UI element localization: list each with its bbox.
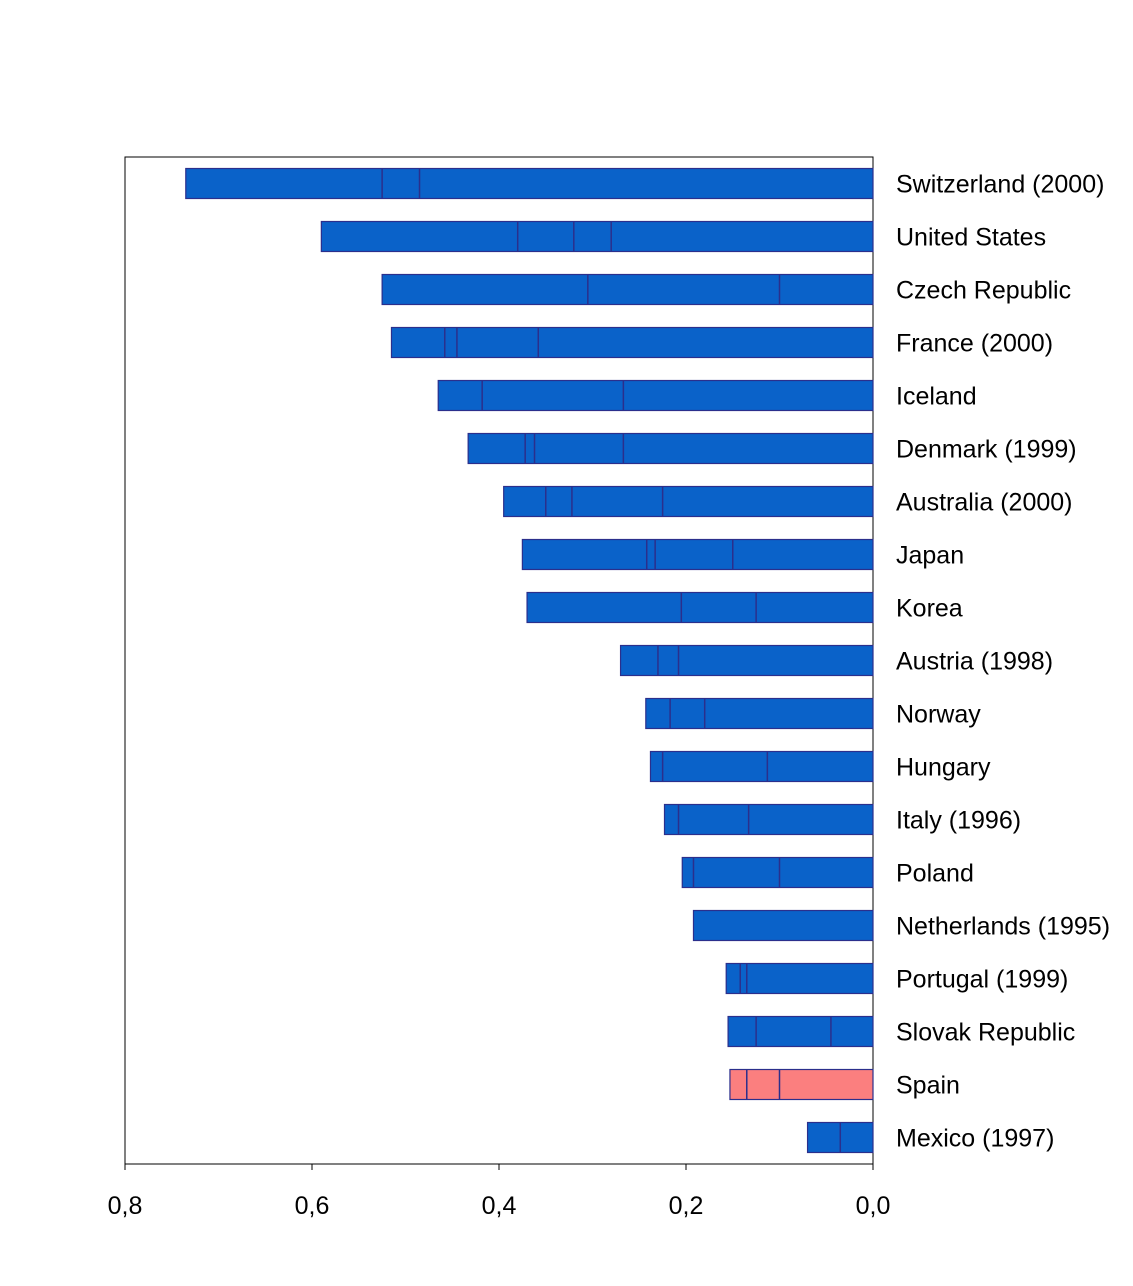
label-poland: Poland (896, 860, 974, 888)
bar-norway (645, 697, 874, 730)
bar-hungary (649, 750, 874, 783)
bar-italy-1996 (663, 803, 874, 836)
bar-czech-republic (381, 273, 874, 306)
label-spain: Spain (896, 1072, 960, 1100)
label-japan: Japan (896, 542, 964, 570)
bar-slovak-republic (727, 1015, 874, 1048)
label-slovak-republic: Slovak Republic (896, 1019, 1075, 1047)
bar-iceland (437, 379, 874, 412)
bar-korea (526, 591, 874, 624)
label-switzerland-2000: Switzerland (2000) (896, 171, 1104, 199)
label-norway: Norway (896, 701, 981, 729)
bar-australia-2000 (503, 485, 874, 518)
label-czech-republic: Czech Republic (896, 277, 1071, 305)
x-tick-label-0: 0,8 (108, 1192, 143, 1220)
bar-spain (729, 1068, 874, 1101)
x-tick-label-3: 0,2 (669, 1192, 704, 1220)
bar-switzerland-2000 (185, 167, 874, 200)
bar-united-states (320, 220, 874, 253)
label-portugal-1999: Portugal (1999) (896, 966, 1068, 994)
bar-austria-1998 (619, 644, 874, 677)
bar-netherlands-1995 (692, 909, 874, 942)
label-austria-1998: Austria (1998) (896, 648, 1053, 676)
bar-denmark-1999 (467, 432, 874, 465)
bar-poland (681, 856, 874, 889)
bar-france-2000 (390, 326, 874, 359)
x-axis: 0,8 0,6 0,4 0,2 0,0 (108, 1163, 891, 1220)
bar-portugal-1999 (725, 962, 874, 995)
label-italy-1996: Italy (1996) (896, 807, 1021, 835)
bar-japan (521, 538, 874, 571)
x-tick-label-4: 0,0 (856, 1192, 891, 1220)
country-labels: Switzerland (2000) United States Czech Rep… (896, 171, 1110, 1153)
label-iceland: Iceland (896, 383, 977, 411)
label-mexico-1997: Mexico (1997) (896, 1125, 1054, 1153)
label-hungary: Hungary (896, 754, 991, 782)
x-tick-label-1: 0,6 (295, 1192, 330, 1220)
x-tick-label-2: 0,4 (482, 1192, 517, 1220)
label-netherlands-1995: Netherlands (1995) (896, 913, 1110, 941)
bars-layer (185, 167, 874, 1154)
label-korea: Korea (896, 595, 963, 623)
label-denmark-1999: Denmark (1999) (896, 436, 1077, 464)
label-united-states: United States (896, 224, 1046, 252)
label-australia-2000: Australia (2000) (896, 489, 1072, 517)
label-france-2000: France (2000) (896, 330, 1053, 358)
